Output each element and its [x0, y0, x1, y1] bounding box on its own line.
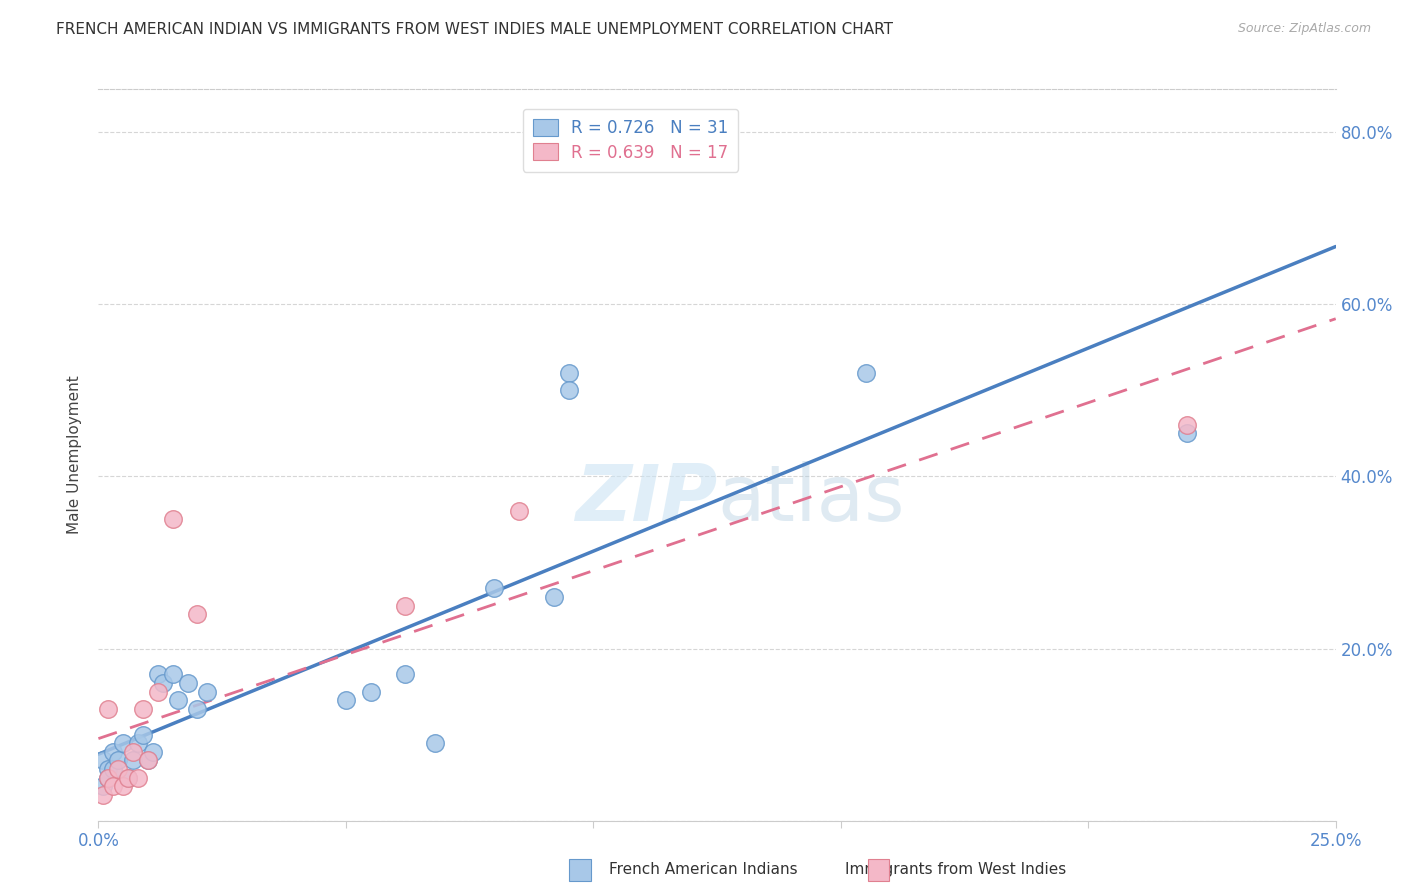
Point — [107, 753, 129, 767]
Point — [117, 771, 139, 785]
Point — [112, 736, 135, 750]
Y-axis label: Male Unemployment: Male Unemployment — [67, 376, 83, 534]
Point — [146, 667, 169, 681]
Point — [186, 702, 208, 716]
Point — [162, 667, 184, 681]
Point — [132, 728, 155, 742]
Text: Source: ZipAtlas.com: Source: ZipAtlas.com — [1237, 22, 1371, 36]
Point — [97, 702, 120, 716]
Point — [360, 684, 382, 698]
Point — [97, 771, 120, 785]
Point — [146, 684, 169, 698]
Point — [112, 779, 135, 793]
Point — [394, 667, 416, 681]
Point — [103, 779, 125, 793]
Point — [142, 745, 165, 759]
Point — [152, 676, 174, 690]
Point — [93, 753, 115, 767]
Point — [93, 788, 115, 802]
Point — [162, 512, 184, 526]
Point — [508, 504, 530, 518]
Point — [103, 762, 125, 776]
Point — [103, 745, 125, 759]
Text: Immigrants from West Indies: Immigrants from West Indies — [845, 863, 1067, 877]
Point — [127, 736, 149, 750]
Point — [1175, 426, 1198, 441]
Text: atlas: atlas — [717, 461, 904, 537]
Point — [107, 762, 129, 776]
Point — [166, 693, 188, 707]
Point — [122, 745, 145, 759]
Point — [394, 599, 416, 613]
Point — [127, 771, 149, 785]
Point — [122, 753, 145, 767]
Point — [93, 779, 115, 793]
Point — [195, 684, 218, 698]
Point — [176, 676, 198, 690]
Point — [132, 702, 155, 716]
Point — [557, 366, 579, 380]
Point — [1175, 417, 1198, 432]
Point — [335, 693, 357, 707]
Point — [484, 582, 506, 596]
Text: FRENCH AMERICAN INDIAN VS IMMIGRANTS FROM WEST INDIES MALE UNEMPLOYMENT CORRELAT: FRENCH AMERICAN INDIAN VS IMMIGRANTS FRO… — [56, 22, 893, 37]
Point — [136, 753, 159, 767]
Point — [186, 607, 208, 621]
Point — [423, 736, 446, 750]
Point — [557, 384, 579, 398]
Point — [136, 753, 159, 767]
Point — [117, 771, 139, 785]
Point — [543, 590, 565, 604]
Legend: R = 0.726   N = 31, R = 0.639   N = 17: R = 0.726 N = 31, R = 0.639 N = 17 — [523, 109, 738, 171]
Point — [855, 366, 877, 380]
Point — [97, 771, 120, 785]
Text: French American Indians: French American Indians — [609, 863, 797, 877]
Point — [97, 762, 120, 776]
Text: ZIP: ZIP — [575, 461, 717, 537]
